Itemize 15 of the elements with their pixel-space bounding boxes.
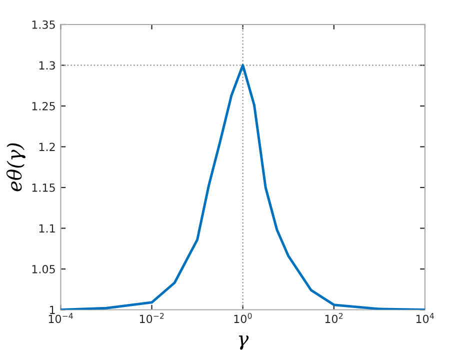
x-axis-title: γ <box>238 336 249 350</box>
y-tick-label: 1.1 <box>39 224 55 232</box>
y-tick-label: 1.35 <box>32 20 55 29</box>
y-tick-label: 1.2 <box>39 142 55 151</box>
x-tick-label: 10$^{−2}$ <box>140 312 164 324</box>
y-tick-label: 1.15 <box>32 184 55 192</box>
x-tick-label: 10$^{2}$ <box>325 312 343 324</box>
y-tick-label: 1.25 <box>32 102 55 110</box>
y-axis-title: eθ(γ) <box>6 143 26 192</box>
x-tick-label: 10$^{−4}$ <box>48 313 73 324</box>
y-tick-label: 1 <box>50 306 55 314</box>
x-tick-label: 10$^{0}$ <box>234 312 252 324</box>
x-tick-label: 10$^{4}$ <box>416 313 434 324</box>
y-tick-label: 1.05 <box>32 264 55 274</box>
y-tick-label: 1.3 <box>39 61 55 70</box>
